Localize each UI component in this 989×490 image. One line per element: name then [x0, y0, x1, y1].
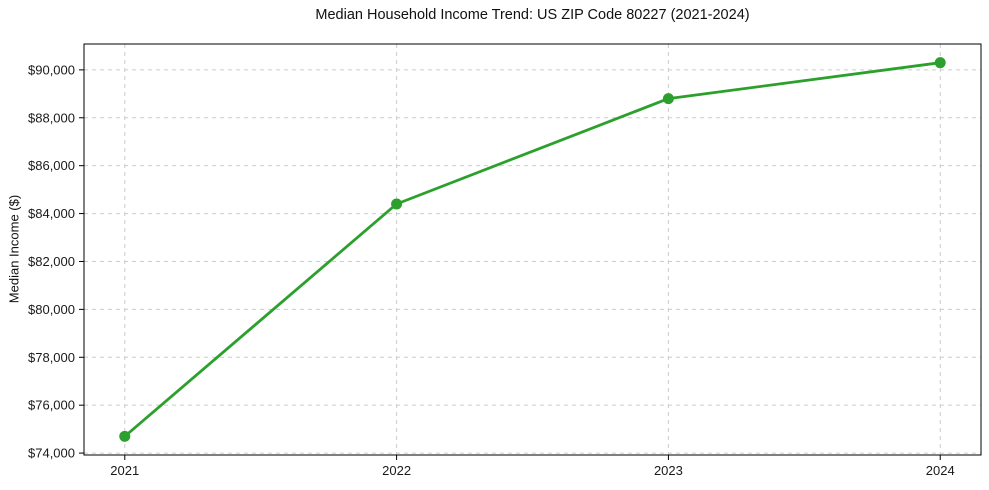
x-tick-label: 2023 — [654, 463, 683, 478]
x-tick-label: 2024 — [926, 463, 955, 478]
data-point-marker — [391, 198, 403, 210]
y-tick-label: $90,000 — [28, 62, 75, 77]
data-point-marker — [662, 93, 674, 105]
y-tick-label: $88,000 — [28, 110, 75, 125]
x-tick-label: 2021 — [110, 463, 139, 478]
data-point-marker — [119, 430, 131, 442]
y-tick-label: $84,000 — [28, 206, 75, 221]
data-point-marker — [934, 57, 946, 69]
y-tick-label: $78,000 — [28, 350, 75, 365]
y-tick-label: $80,000 — [28, 302, 75, 317]
trend-line — [123, 61, 942, 438]
y-tick-label: $82,000 — [28, 254, 75, 269]
y-axis-label: Median Income ($) — [6, 194, 22, 304]
chart-title: Median Household Income Trend: US ZIP Co… — [315, 7, 750, 23]
y-tick-label: $76,000 — [28, 398, 75, 413]
y-tick-label: $74,000 — [28, 446, 75, 461]
plot-border — [83, 43, 982, 456]
x-tick-label: 2022 — [382, 463, 411, 478]
y-tick-label: $86,000 — [28, 158, 75, 173]
